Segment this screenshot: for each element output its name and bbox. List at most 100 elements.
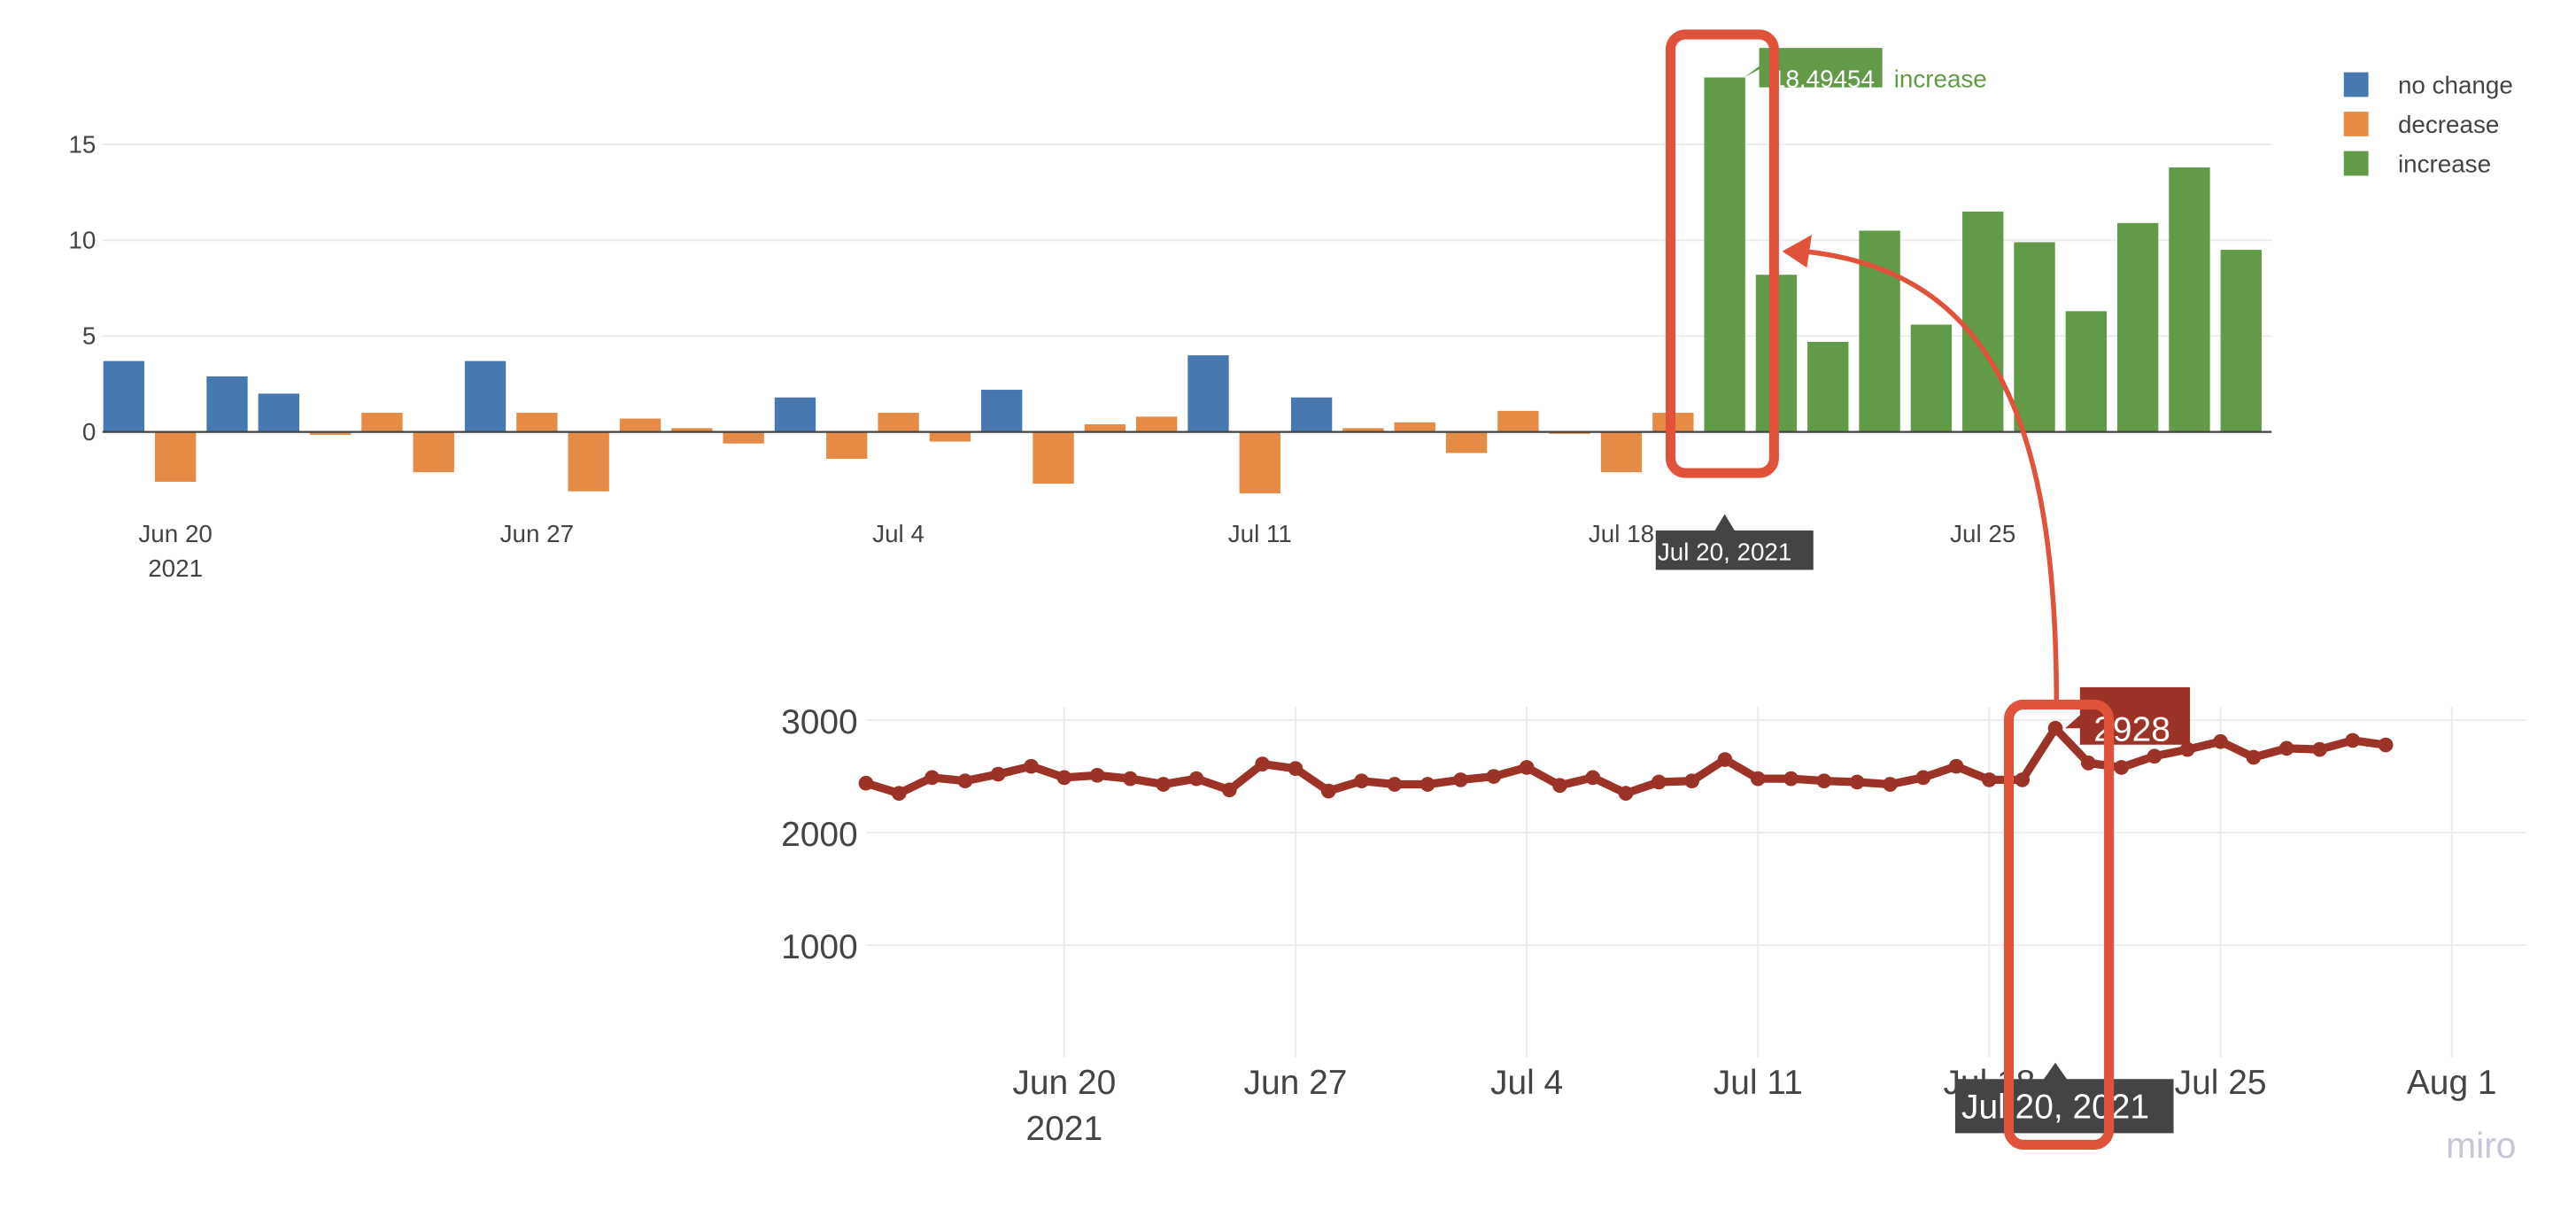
data-point (1552, 778, 1567, 794)
legend-label: no change (2398, 72, 2513, 99)
data-point (990, 766, 1006, 782)
bar (929, 431, 971, 442)
data-point (1453, 772, 1468, 787)
bar (154, 431, 197, 482)
bar (1342, 428, 1384, 432)
y-tick-label: 1000 (781, 928, 858, 966)
y-tick-label: 3000 (781, 703, 858, 741)
data-point (2378, 737, 2394, 753)
annotations (1665, 29, 2115, 1150)
hover-series-name: increase (1894, 65, 1987, 92)
bar (619, 418, 661, 432)
data-point (2312, 741, 2327, 757)
bar (1290, 397, 1333, 432)
bar (413, 431, 454, 473)
data-point (1486, 769, 1502, 784)
data-point (1089, 767, 1105, 783)
bar (361, 413, 403, 432)
bar (1962, 211, 2004, 432)
data-point (2179, 741, 2195, 757)
data-point (2015, 772, 2031, 787)
connector-arrow (1803, 248, 2060, 703)
legend-label: decrease (2398, 111, 2499, 138)
hover-date: Jul 20, 2021 (1961, 1089, 2149, 1127)
hover-date-box (1655, 514, 1814, 570)
data-point (1320, 783, 1336, 799)
bar (2014, 242, 2055, 432)
x-tick-label: Jun 20 (1012, 1064, 1116, 1102)
x-tick-label: Jul 18 (1589, 520, 1654, 547)
bar (1704, 77, 1745, 432)
bar (206, 376, 248, 432)
bar (309, 431, 352, 435)
bar (1600, 431, 1643, 473)
data-point (1288, 761, 1303, 777)
legend-swatch (2343, 151, 2369, 176)
highlight-box-bottom (2003, 699, 2115, 1150)
y-tick-label: 2000 (781, 816, 858, 854)
bar (878, 413, 919, 432)
data-point (2047, 720, 2063, 736)
data-point (1255, 756, 1270, 771)
data-point (1816, 773, 1832, 789)
bar (1807, 341, 1849, 432)
bar (2116, 222, 2159, 432)
bar (1394, 422, 1435, 432)
highlight-box-top (1665, 29, 1779, 478)
data-point (1354, 773, 1369, 789)
arrowhead-icon (1782, 235, 1813, 268)
data-point (1519, 760, 1535, 775)
bar (1910, 324, 1953, 432)
bar (2169, 167, 2210, 432)
x-tick-year: 2021 (1026, 1110, 1103, 1148)
bar (516, 413, 558, 432)
data-point (1056, 770, 1072, 786)
x-tick-label: Jul 4 (872, 520, 924, 547)
data-point (1717, 752, 1733, 767)
data-point (1651, 774, 1667, 790)
data-point (858, 775, 874, 791)
y-tick-label: 10 (68, 227, 96, 254)
x-tick-label: Aug 1 (2407, 1064, 2497, 1102)
data-point (2080, 756, 2096, 771)
data-point (1123, 771, 1138, 787)
bar (258, 393, 299, 432)
x-tick-label: Jul 25 (1950, 520, 2015, 547)
data-point (1188, 771, 1204, 787)
bar (1135, 416, 1178, 432)
legend-swatch (2343, 72, 2369, 97)
bar (826, 431, 868, 459)
hover-date: Jul 20, 2021 (1658, 538, 1791, 565)
y-tick-label: 15 (68, 130, 96, 158)
data-point (1420, 777, 1435, 792)
bar (2220, 250, 2262, 432)
bar (2065, 311, 2108, 432)
data-point (1883, 777, 1898, 792)
data-point (1156, 777, 1172, 792)
x-tick-label: Jun 27 (1244, 1064, 1348, 1102)
bar (774, 397, 816, 432)
data-point (1684, 773, 1699, 789)
bar (1084, 424, 1126, 432)
legend: no change decrease increase (2343, 72, 2513, 178)
data-point (1783, 771, 1799, 787)
data-point (1221, 782, 1237, 798)
data-point (1024, 758, 1039, 774)
line-chart: 1000 2000 3000 Jun 20 2021 Jun 27 Jul 4 Jul 11 J… (781, 686, 2526, 1148)
data-point (2114, 760, 2129, 775)
miro-watermark: miro (2446, 1125, 2516, 1166)
data-point (2147, 748, 2162, 764)
bar (981, 390, 1023, 432)
data-point (1849, 774, 1865, 790)
data-point (2246, 749, 2262, 765)
x-tick-label: Jun 27 (500, 520, 574, 547)
x-tick-label: Jul 11 (1713, 1064, 1803, 1102)
data-point (1915, 770, 1931, 786)
bar (723, 431, 764, 444)
data-point (2278, 740, 2294, 756)
y-tick-label: 5 (82, 322, 96, 350)
data-point (1387, 777, 1403, 792)
bar (464, 360, 507, 432)
